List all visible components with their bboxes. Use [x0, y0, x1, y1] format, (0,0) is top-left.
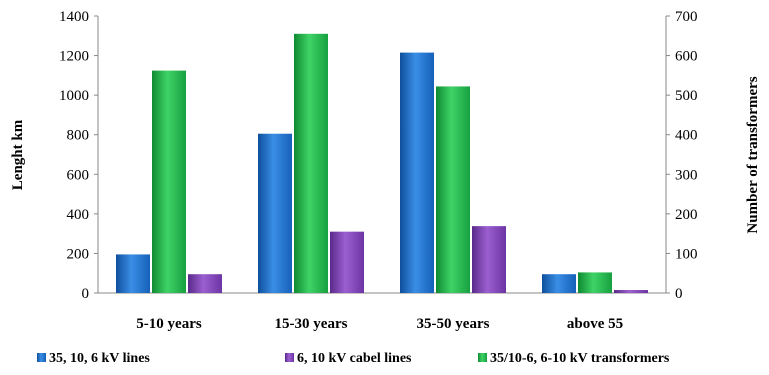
legend-swatch: [37, 353, 46, 362]
bar-1-3: [400, 52, 434, 293]
category-label: 5-10 years: [136, 316, 202, 332]
bar-2-2: [294, 33, 328, 294]
right-tick-labels: 0 100 200 300 400 500 600 700: [666, 9, 698, 302]
bars: [116, 33, 648, 294]
category-labels: 5-10 years 15-30 years 35-50 years above 55: [136, 316, 623, 332]
right-tick-label: 300: [675, 167, 698, 183]
legend-swatch: [478, 353, 487, 362]
left-tick-label: 600: [67, 167, 90, 183]
legend-label: 35/10-6, 6-10 kV transformers: [490, 351, 670, 366]
right-tick-label: 100: [675, 246, 698, 262]
bar-3-3: [472, 226, 506, 293]
category-label: 15-30 years: [275, 316, 348, 332]
right-tick-label: 600: [675, 49, 698, 65]
right-tick-label: 700: [675, 9, 698, 25]
left-tick-label: 1400: [59, 9, 89, 25]
bar-3-2: [330, 231, 364, 293]
left-tick-label: 800: [67, 128, 90, 144]
bar-1-4: [542, 274, 576, 293]
bar-2-4: [578, 272, 612, 293]
y-axis-title-right: Number of transformers: [745, 76, 761, 233]
category-label: above 55: [567, 316, 623, 332]
left-tick-label: 200: [67, 246, 90, 262]
left-tick-label: 400: [67, 207, 90, 223]
right-tick-label: 400: [675, 128, 698, 144]
left-tick-label: 1200: [59, 49, 89, 65]
bar-2-3: [436, 86, 470, 294]
right-tick-label: 0: [675, 286, 683, 302]
category-label: 35-50 years: [417, 316, 490, 332]
bar-1-2: [258, 133, 292, 293]
bar-3-1: [188, 274, 222, 293]
legend-label: 35, 10, 6 kV lines: [49, 351, 150, 366]
legend: 35, 10, 6 kV lines 6, 10 kV cabel lines 35…: [37, 351, 670, 366]
bar-1-1: [116, 254, 150, 293]
bar-3-4: [614, 290, 648, 293]
left-tick-labels: 0 200 400 600 800 1000 1200 1400: [59, 9, 98, 302]
y-axis-title-left: Lenght km: [10, 119, 26, 190]
left-tick-label: 1000: [59, 88, 89, 104]
bar-2-1: [152, 70, 186, 293]
right-tick-label: 200: [675, 207, 698, 223]
left-tick-label: 0: [82, 286, 90, 302]
legend-swatch: [285, 353, 294, 362]
legend-label: 6, 10 kV cabel lines: [297, 351, 412, 366]
right-tick-label: 500: [675, 88, 698, 104]
